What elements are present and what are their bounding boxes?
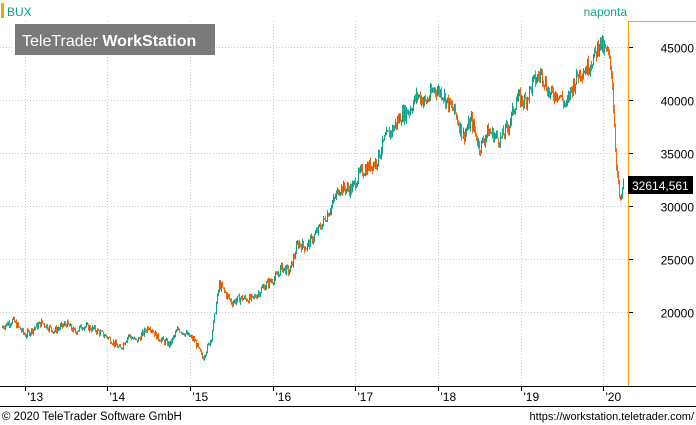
x-axis-labels: '13 '14 '15 '16 '17 '18 '19 '20 bbox=[25, 386, 622, 404]
x-tick-label-7: '20 bbox=[606, 390, 622, 404]
symbol-label: BUX bbox=[7, 5, 32, 19]
y-tick-label-20000: 20000 bbox=[661, 307, 695, 321]
footer-copyright: © 2020 TeleTrader Software GmbH bbox=[2, 411, 182, 423]
last-price-label: 32614,561 bbox=[632, 179, 689, 193]
x-tick-label-5: '18 bbox=[441, 390, 457, 404]
watermark-box bbox=[15, 24, 215, 55]
y-axis-labels: 20000 25000 30000 35000 40000 45000 bbox=[628, 42, 694, 321]
last-price-box bbox=[628, 176, 693, 194]
series-bux bbox=[2, 34, 624, 361]
watermark-text: TeleTrader WorkStation bbox=[22, 33, 196, 50]
period-label: naponta bbox=[584, 5, 628, 19]
footer-url[interactable]: https://workstation.teletrader.com/ bbox=[530, 411, 695, 423]
y-tick-label-25000: 25000 bbox=[661, 254, 695, 268]
x-tick-label-2: '15 bbox=[193, 390, 209, 404]
x-tick-label-6: '19 bbox=[524, 390, 540, 404]
x-tick-label-1: '14 bbox=[110, 390, 126, 404]
symbol-accent-bar bbox=[1, 3, 4, 18]
x-tick-label-4: '17 bbox=[358, 390, 374, 404]
grid-lines bbox=[0, 21, 628, 386]
y-tick-label-40000: 40000 bbox=[661, 95, 695, 109]
y-tick-label-45000: 45000 bbox=[661, 42, 695, 56]
x-tick-label-0: '13 bbox=[28, 390, 44, 404]
y-tick-label-30000: 30000 bbox=[661, 201, 695, 215]
x-tick-label-3: '16 bbox=[276, 390, 292, 404]
y-tick-label-35000: 35000 bbox=[661, 148, 695, 162]
